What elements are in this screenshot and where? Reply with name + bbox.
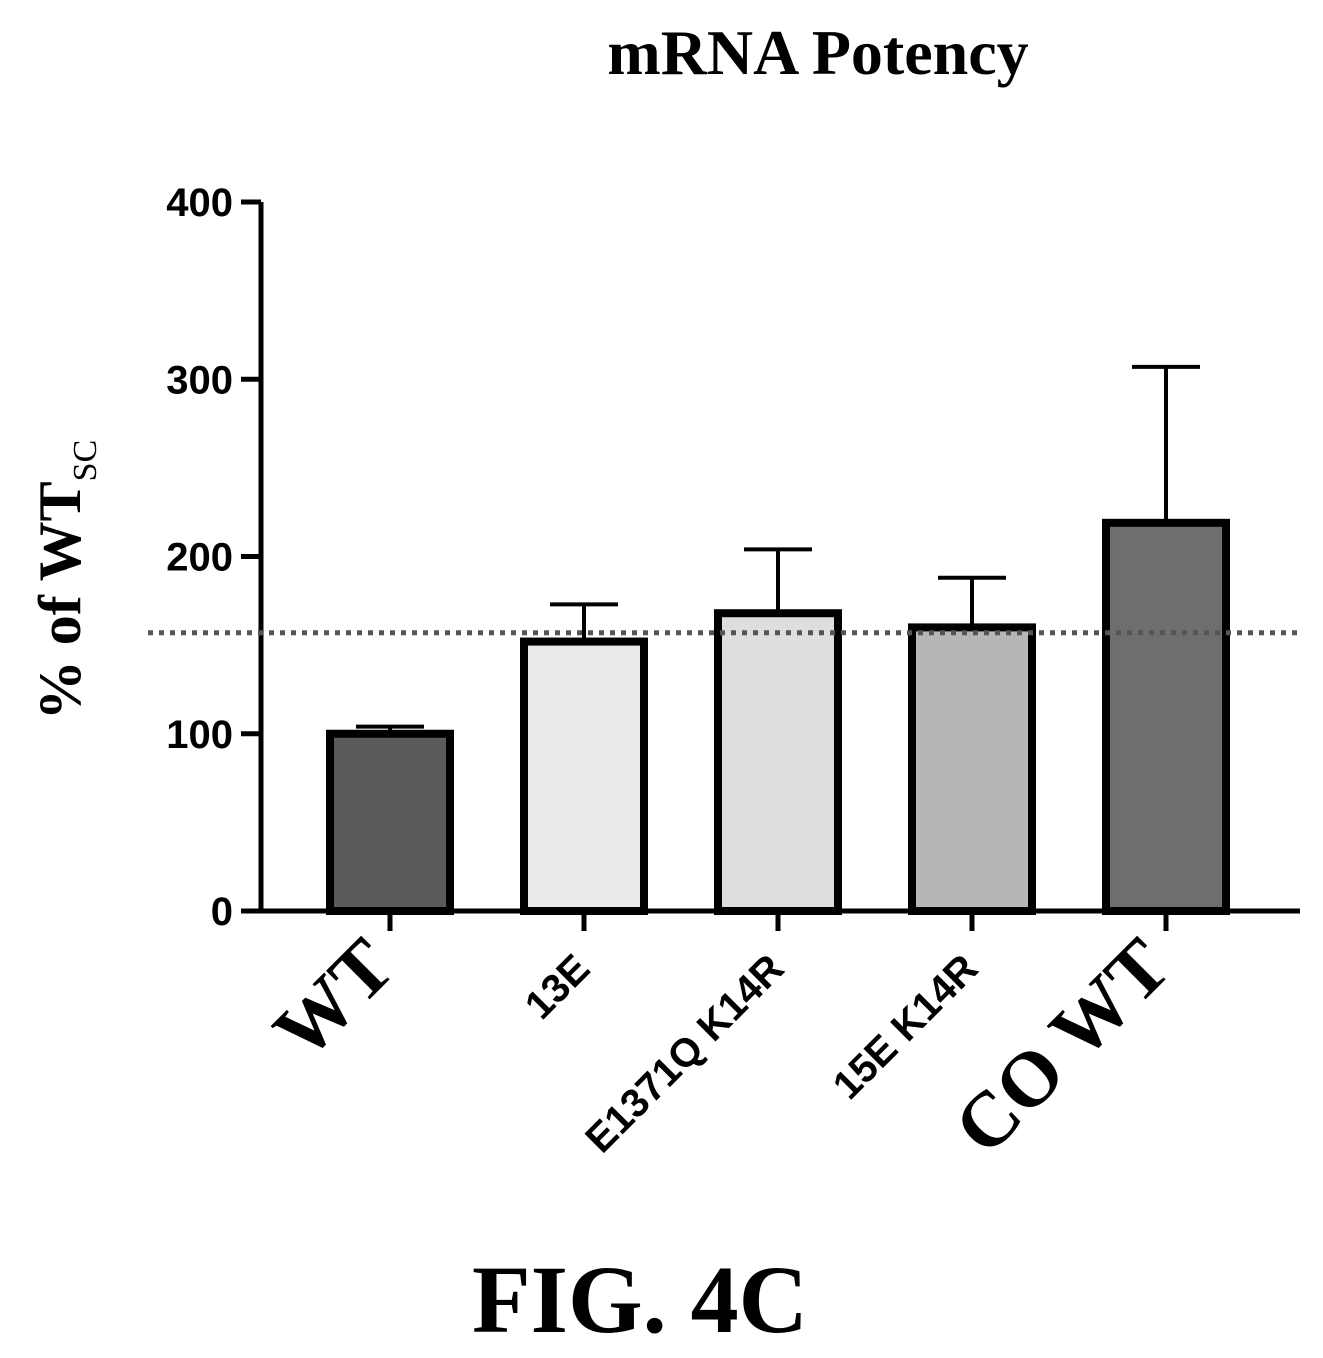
y-axis-label-main: % of WT xyxy=(27,481,93,720)
y-tick-label-400: 400 xyxy=(166,181,233,225)
y-tick-label-100: 100 xyxy=(166,713,233,757)
y-tick-label-0: 0 xyxy=(211,890,233,934)
svg-text:% of WTSC: % of WTSC xyxy=(27,440,104,721)
bar-e1371q-k14r xyxy=(714,609,842,915)
y-axis-label: % of WTSC xyxy=(27,440,104,721)
bar-co-wt xyxy=(1102,518,1230,915)
bar-15e-k14r xyxy=(908,623,1036,916)
y-tick-label-300: 300 xyxy=(166,358,233,402)
y-tick-label-200: 200 xyxy=(166,536,233,580)
x-tick-label-wt: WT xyxy=(257,922,410,1075)
figure-label: FIG. 4C xyxy=(472,1246,808,1353)
x-tick-label-13e: 13E xyxy=(517,946,598,1027)
bar-wt xyxy=(326,729,454,915)
y-axis-label-subscript: SC xyxy=(67,440,104,482)
x-tick-label-e1371q-k14r: E1371Q K14R xyxy=(577,946,792,1161)
bar-13e xyxy=(520,637,648,916)
x-tick-label-co-wt: CO WT xyxy=(937,922,1186,1171)
chart-title: mRNA Potency xyxy=(607,17,1028,88)
